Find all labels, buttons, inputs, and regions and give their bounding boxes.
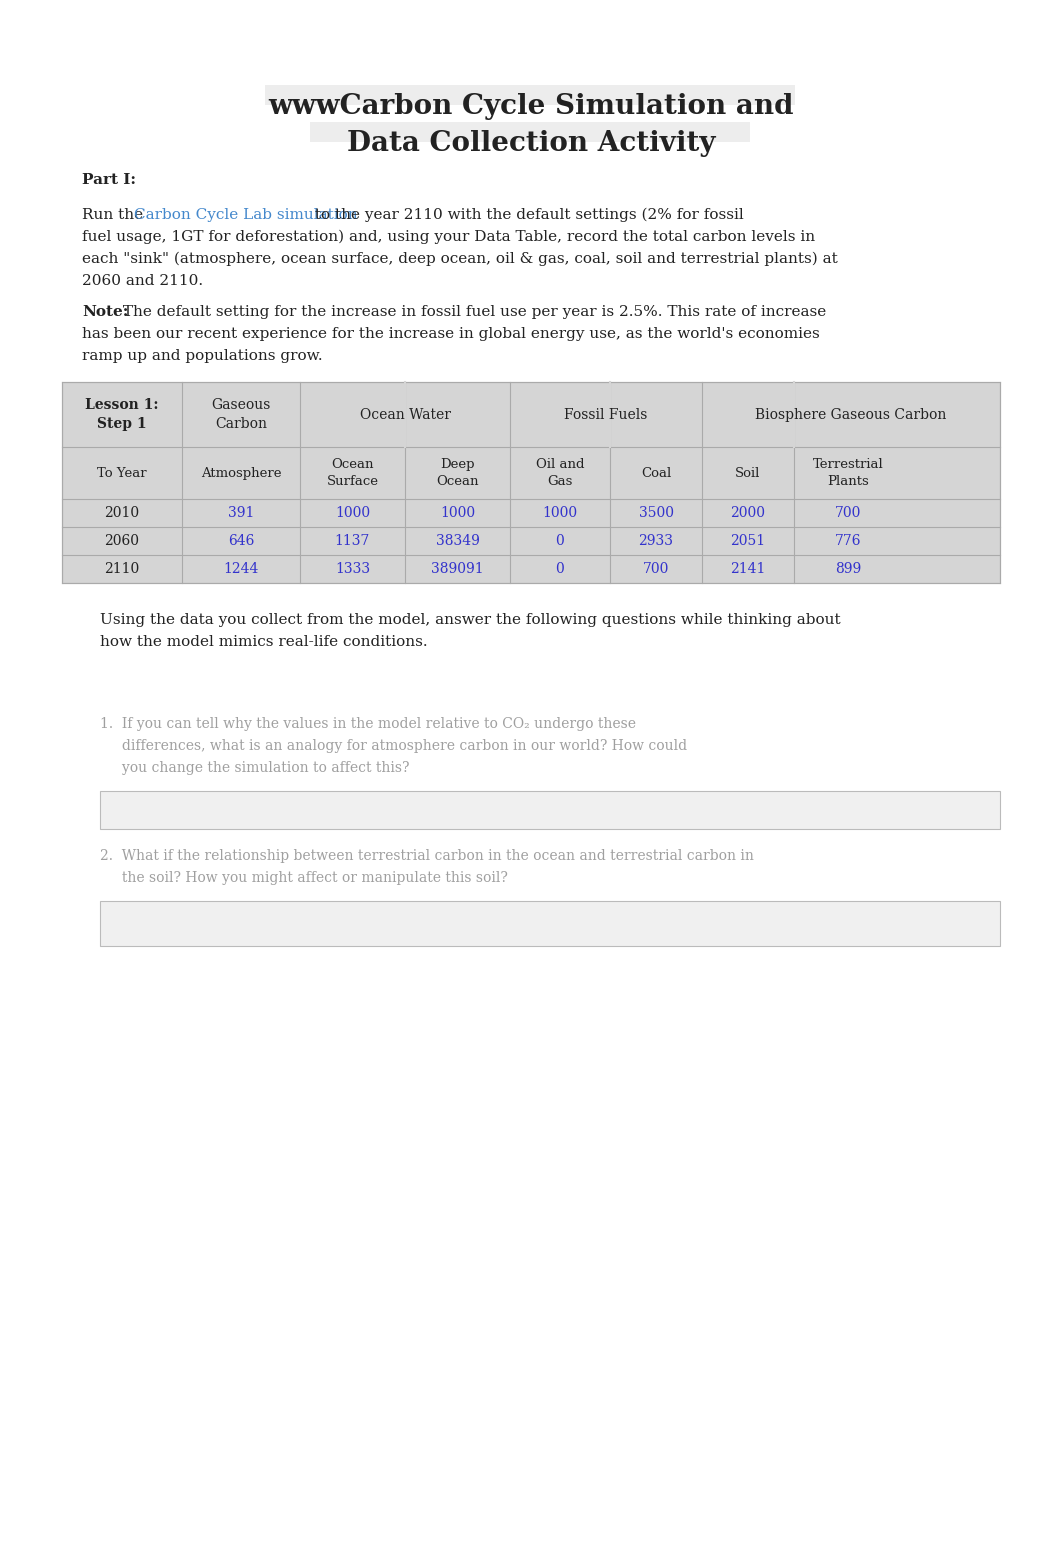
Text: 2010: 2010: [104, 506, 139, 520]
Text: Lesson 1:
Step 1: Lesson 1: Step 1: [85, 398, 158, 431]
Text: Deep
Ocean: Deep Ocean: [436, 457, 479, 489]
Text: The default setting for the increase in fossil fuel use per year is 2.5%. This r: The default setting for the increase in …: [118, 305, 826, 319]
Text: 0: 0: [555, 534, 564, 548]
Text: 1000: 1000: [335, 506, 370, 520]
Text: 389091: 389091: [431, 562, 484, 576]
Text: Ocean Water: Ocean Water: [360, 408, 450, 422]
Text: Data Collection Activity: Data Collection Activity: [347, 131, 715, 157]
Text: 2110: 2110: [104, 562, 139, 576]
Text: 646: 646: [228, 534, 254, 548]
Text: 38349: 38349: [435, 534, 479, 548]
Text: Atmosphere: Atmosphere: [201, 467, 281, 479]
FancyBboxPatch shape: [100, 790, 1000, 829]
Text: 1000: 1000: [543, 506, 578, 520]
Text: 700: 700: [835, 506, 861, 520]
Text: Coal: Coal: [640, 467, 671, 479]
Text: Fossil Fuels: Fossil Fuels: [564, 408, 648, 422]
Text: to the year 2110 with the default settings (2% for fossil: to the year 2110 with the default settin…: [309, 209, 743, 223]
Text: 1.  If you can tell why the values in the model relative to CO₂ undergo these: 1. If you can tell why the values in the…: [100, 717, 636, 731]
Text: how the model mimics real-life conditions.: how the model mimics real-life condition…: [100, 635, 428, 649]
Text: has been our recent experience for the increase in global energy use, as the wor: has been our recent experience for the i…: [82, 327, 820, 341]
Text: Gaseous
Carbon: Gaseous Carbon: [211, 398, 271, 431]
Text: 1000: 1000: [440, 506, 475, 520]
FancyBboxPatch shape: [100, 901, 1000, 946]
Text: Using the data you collect from the model, answer the following questions while : Using the data you collect from the mode…: [100, 613, 841, 627]
Text: Run the: Run the: [82, 209, 148, 223]
Text: 899: 899: [835, 562, 861, 576]
Text: ramp up and populations grow.: ramp up and populations grow.: [82, 349, 323, 363]
Text: 2.  What if the relationship between terrestrial carbon in the ocean and terrest: 2. What if the relationship between terr…: [100, 850, 754, 864]
Text: 2000: 2000: [731, 506, 766, 520]
FancyBboxPatch shape: [266, 86, 795, 104]
Text: 776: 776: [835, 534, 861, 548]
Text: 3500: 3500: [638, 506, 673, 520]
Text: 2141: 2141: [731, 562, 766, 576]
Text: each "sink" (atmosphere, ocean surface, deep ocean, oil & gas, coal, soil and te: each "sink" (atmosphere, ocean surface, …: [82, 252, 838, 266]
Text: Oil and
Gas: Oil and Gas: [535, 457, 584, 489]
Text: differences, what is an analogy for atmosphere carbon in our world? How could: differences, what is an analogy for atmo…: [100, 739, 687, 753]
Text: wwwCarbon Cycle Simulation and: wwwCarbon Cycle Simulation and: [269, 93, 793, 120]
Text: To Year: To Year: [98, 467, 147, 479]
Text: 0: 0: [555, 562, 564, 576]
Text: fuel usage, 1GT for deforestation) and, using your Data Table, record the total : fuel usage, 1GT for deforestation) and, …: [82, 230, 816, 244]
Text: 2933: 2933: [638, 534, 673, 548]
Text: you change the simulation to affect this?: you change the simulation to affect this…: [100, 761, 410, 775]
Text: the soil? How you might affect or manipulate this soil?: the soil? How you might affect or manipu…: [100, 871, 508, 885]
Text: Part I:: Part I:: [82, 173, 136, 187]
Text: 1244: 1244: [223, 562, 259, 576]
Text: 1137: 1137: [335, 534, 371, 548]
Text: Terrestrial
Plants: Terrestrial Plants: [812, 457, 884, 489]
Text: Carbon Cycle Lab simulation: Carbon Cycle Lab simulation: [134, 209, 358, 223]
Text: 391: 391: [228, 506, 254, 520]
FancyBboxPatch shape: [62, 383, 1000, 584]
Text: Note:: Note:: [82, 305, 129, 319]
Text: Soil: Soil: [735, 467, 760, 479]
Text: 2060: 2060: [104, 534, 139, 548]
Text: Biosphere Gaseous Carbon: Biosphere Gaseous Carbon: [755, 408, 946, 422]
Text: 2060 and 2110.: 2060 and 2110.: [82, 274, 203, 288]
FancyBboxPatch shape: [310, 121, 750, 142]
Text: Ocean
Surface: Ocean Surface: [326, 457, 378, 489]
Text: 1333: 1333: [335, 562, 370, 576]
Text: 2051: 2051: [731, 534, 766, 548]
Text: 700: 700: [643, 562, 669, 576]
